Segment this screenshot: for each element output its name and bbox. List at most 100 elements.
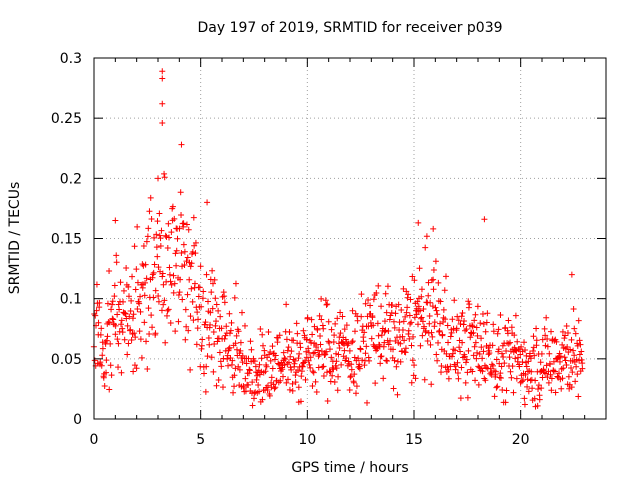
data-point — [159, 119, 166, 126]
data-point — [490, 321, 497, 328]
data-point — [512, 312, 519, 319]
y-tick-label: 0.25 — [51, 111, 82, 127]
data-point — [316, 312, 323, 319]
data-point — [112, 322, 119, 329]
data-point — [578, 356, 585, 363]
data-point — [378, 353, 385, 360]
data-point — [409, 357, 416, 364]
data-point — [457, 348, 464, 355]
data-point — [396, 319, 403, 326]
data-point — [489, 362, 496, 369]
data-point — [320, 325, 327, 332]
data-point — [363, 343, 370, 350]
data-point — [545, 368, 552, 375]
data-point — [326, 339, 333, 346]
data-point — [206, 341, 213, 348]
data-point — [320, 373, 327, 380]
data-point — [490, 328, 497, 335]
data-point — [124, 322, 131, 329]
data-point — [283, 379, 290, 386]
data-point — [390, 346, 397, 353]
data-point — [292, 379, 299, 386]
data-point — [109, 301, 116, 308]
data-point — [470, 329, 477, 336]
data-point — [494, 383, 501, 390]
data-point — [526, 350, 533, 357]
data-point — [510, 389, 517, 396]
data-point — [269, 343, 276, 350]
data-point — [544, 374, 551, 381]
data-point — [406, 335, 413, 342]
data-point — [204, 199, 211, 206]
data-point — [498, 350, 505, 357]
data-point — [182, 306, 189, 313]
data-point — [433, 307, 440, 314]
data-point — [511, 332, 518, 339]
data-point — [479, 368, 486, 375]
data-point — [561, 354, 568, 361]
data-point — [464, 394, 471, 401]
data-point — [401, 337, 408, 344]
data-point — [203, 363, 210, 370]
data-point — [425, 292, 432, 299]
data-point — [130, 311, 137, 318]
data-point — [97, 359, 104, 366]
data-point — [431, 319, 438, 326]
data-point — [174, 235, 181, 242]
data-point — [399, 327, 406, 334]
data-point — [248, 346, 255, 353]
data-point — [362, 300, 369, 307]
data-point — [560, 365, 567, 372]
data-point — [435, 279, 442, 286]
data-point — [338, 361, 345, 368]
data-point — [514, 338, 521, 345]
data-point — [171, 280, 178, 287]
data-point — [288, 366, 295, 373]
data-point — [331, 378, 338, 385]
data-point — [366, 357, 373, 364]
data-point — [459, 339, 466, 346]
data-point — [213, 318, 220, 325]
data-point — [457, 395, 464, 402]
data-point — [99, 352, 106, 359]
data-point — [406, 312, 413, 319]
data-point — [520, 377, 527, 384]
data-point — [327, 368, 334, 375]
data-point — [326, 346, 333, 353]
data-point — [159, 75, 166, 82]
data-point — [137, 308, 144, 315]
data-point — [133, 266, 140, 273]
data-point — [391, 357, 398, 364]
data-point — [127, 326, 134, 333]
data-point — [112, 217, 119, 224]
y-tick-label: 0.05 — [51, 352, 82, 368]
data-point — [390, 385, 397, 392]
data-point — [472, 377, 479, 384]
data-point — [463, 326, 470, 333]
data-point — [518, 343, 525, 350]
data-point — [483, 319, 490, 326]
data-point — [395, 301, 402, 308]
data-point — [334, 315, 341, 322]
data-point — [153, 231, 160, 238]
data-point — [329, 372, 336, 379]
data-point — [572, 378, 579, 385]
data-point — [390, 318, 397, 325]
data-point — [567, 346, 574, 353]
data-point — [454, 369, 461, 376]
data-point — [256, 371, 263, 378]
data-point — [554, 373, 561, 380]
data-point — [412, 375, 419, 382]
data-point — [415, 303, 422, 310]
data-point — [178, 141, 185, 148]
data-point — [104, 333, 111, 340]
data-point — [565, 373, 572, 380]
data-point — [281, 355, 288, 362]
data-point — [537, 359, 544, 366]
data-point — [119, 329, 126, 336]
data-point — [272, 384, 279, 391]
data-point — [465, 298, 472, 305]
data-point — [140, 242, 147, 249]
data-point — [262, 368, 269, 375]
data-point — [245, 381, 252, 388]
